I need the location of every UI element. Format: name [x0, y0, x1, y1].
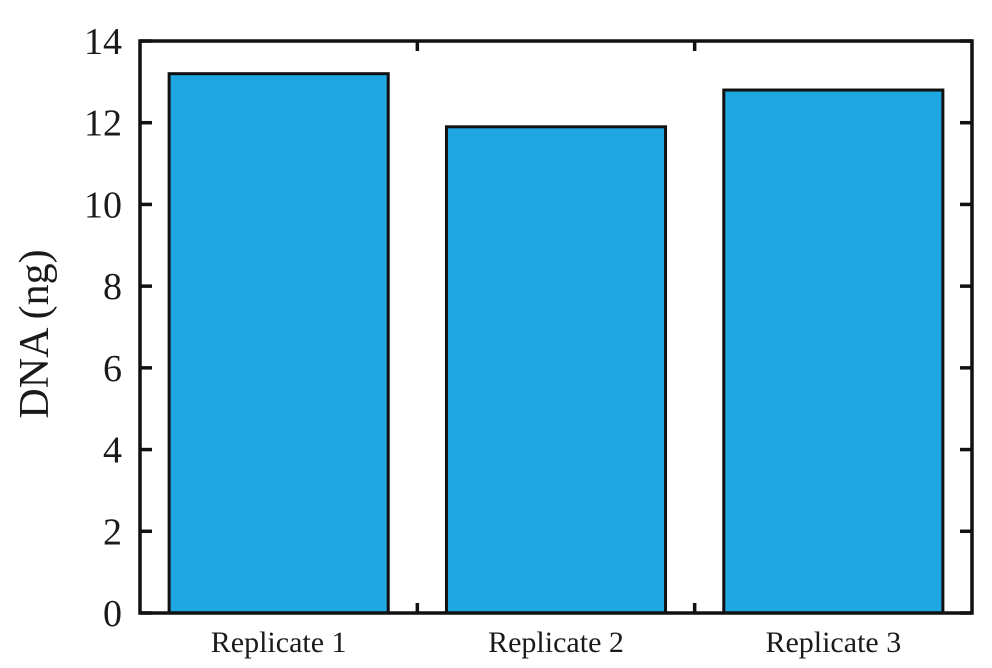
plot-frame — [138, 39, 974, 615]
y-tick-label-12: 12 — [84, 103, 122, 145]
bar-3 — [722, 88, 945, 615]
bar-1 — [167, 72, 390, 615]
y-tick-label-6: 6 — [103, 348, 122, 390]
y-tick-label-14: 14 — [84, 21, 122, 63]
y-tick-label-0: 0 — [103, 593, 122, 635]
x-tick-label-3: Replicate 3 — [765, 626, 901, 659]
y-tick-label-8: 8 — [103, 266, 122, 308]
ticks-group — [140, 39, 972, 615]
y-tick-labels: 0 2 4 6 8 10 12 14 — [84, 21, 122, 635]
y-axis-title: DNA (ng) — [12, 249, 58, 418]
y-tick-label-4: 4 — [103, 430, 122, 472]
bar-2 — [444, 125, 668, 615]
x-tick-label-2: Replicate 2 — [488, 626, 624, 659]
x-tick-label-1: Replicate 1 — [211, 626, 347, 659]
y-tick-label-10: 10 — [84, 184, 122, 226]
x-tick-labels: Replicate 1 Replicate 2 Replicate 3 — [211, 626, 901, 659]
y-tick-label-2: 2 — [103, 511, 122, 553]
bars-group — [167, 72, 945, 615]
